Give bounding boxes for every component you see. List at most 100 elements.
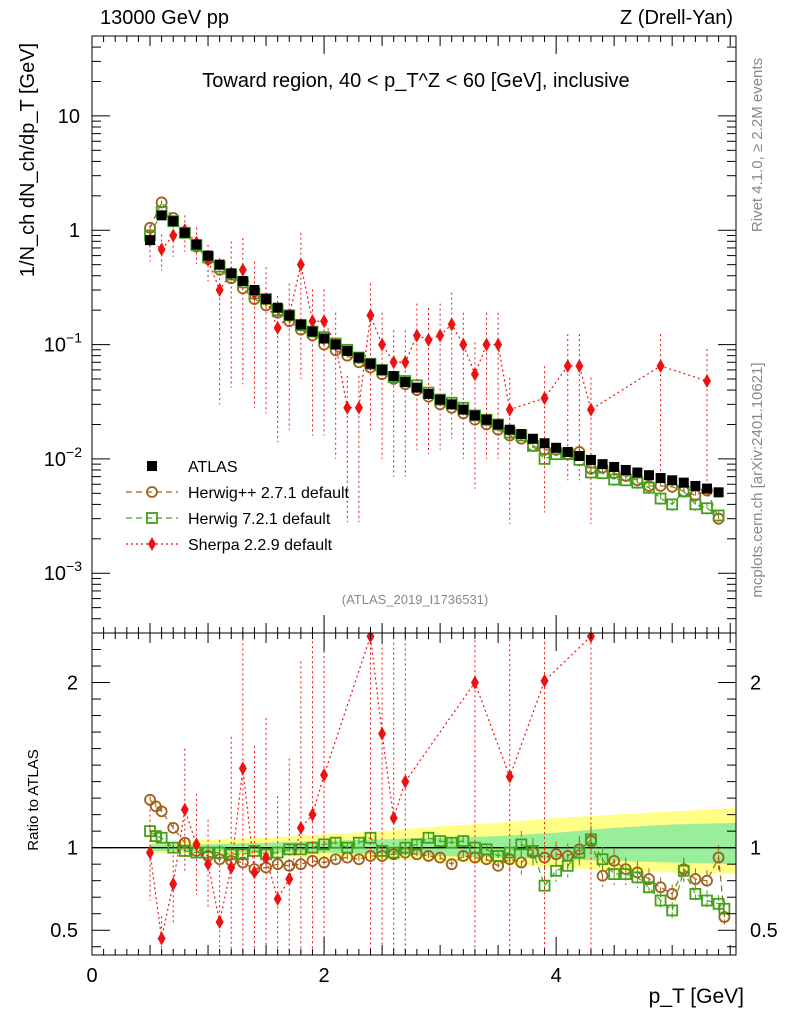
ratio-herwigpp-point: [712, 851, 725, 864]
main-atlas-point: [562, 446, 573, 457]
main-atlas-point: [458, 404, 469, 415]
main-atlas-point: [307, 326, 318, 337]
ratio-herwig7-point: [422, 831, 435, 844]
main-sherpa-point: [296, 257, 305, 272]
ratio-panel-frame: [91, 632, 737, 956]
main-atlas-point: [191, 239, 202, 250]
main-sherpa-point: [157, 242, 166, 257]
main-sherpa-point: [308, 314, 317, 329]
legend-marker-atlas: [147, 461, 157, 471]
ratio-herwigpp-point: [167, 821, 180, 834]
ratio-sherpa-point: [296, 820, 305, 835]
ratio-sherpa-point: [401, 774, 410, 789]
ratio-herwig7-point: [654, 894, 667, 907]
ratio-herwig7-point: [341, 841, 354, 854]
ratio-panel-axes: 0 2 4 0.5 0.5 1 1 2 2: [50, 632, 778, 987]
header-left-label: 13000 GeV pp: [100, 7, 229, 29]
y-tick-label: 10−1: [44, 330, 82, 357]
ratio-herwig7-point: [457, 835, 470, 847]
main-sherpa-point: [505, 402, 514, 417]
main-atlas-point: [446, 399, 457, 410]
ratio-herwigpp-point: [294, 858, 307, 871]
main-panel: 10−3 10−2 10−1 1 10 Toward region, 40 < p_T^…: [17, 35, 737, 634]
x-tick-label: 2: [319, 965, 330, 987]
main-atlas-point: [272, 302, 283, 313]
ratio-sherpa-point: [157, 931, 166, 946]
ratio-sherpa-point: [180, 802, 189, 817]
ratio-herwig7-point: [213, 846, 226, 859]
main-atlas-point: [493, 419, 504, 430]
main-herwig7-point: [608, 473, 621, 486]
main-panel-marks: [144, 196, 725, 526]
ratio-sherpa-point: [262, 850, 271, 865]
main-herwig7-point: [619, 474, 632, 487]
main-atlas-point: [342, 345, 353, 356]
main-atlas-point: [365, 358, 376, 369]
main-herwig7-point: [654, 492, 667, 505]
main-herwig7-point: [538, 452, 551, 465]
ratio-herwigpp-point: [515, 856, 528, 869]
main-atlas-point: [585, 454, 596, 465]
main-atlas-point: [435, 394, 446, 405]
x-tick-label: 4: [551, 965, 562, 987]
y-tick-label: 10−3: [44, 558, 82, 585]
main-atlas-point: [284, 310, 295, 321]
legend-marker-sherpa: [148, 537, 156, 551]
ratio-herwigpp-point: [271, 858, 284, 871]
main-herwig7-point: [712, 509, 725, 522]
ratio-herwigpp-point: [689, 873, 702, 885]
ratio-sherpa-point: [204, 857, 213, 872]
main-sherpa-point: [378, 337, 387, 352]
main-atlas-point: [226, 268, 237, 279]
main-atlas-point: [597, 459, 608, 470]
ratio-panel: 0 2 4 0.5 0.5 1 1 2 2 Ratio to ATLAS p_T [GeV]: [25, 632, 778, 1008]
main-herwigpp-point: [144, 221, 156, 234]
main-atlas-point: [539, 438, 550, 449]
ratio-herwig7-point: [677, 864, 690, 877]
ratio-y-tick-label: 2: [67, 673, 78, 695]
main-atlas-point: [214, 259, 225, 270]
main-sherpa-point: [494, 337, 503, 352]
ratio-sherpa-point: [227, 860, 236, 875]
ratio-y-tick-label: 0.5: [50, 920, 78, 942]
legend-label-herwigpp: Herwig++ 2.7.1 default: [188, 485, 350, 502]
main-panel-axes: 10−3 10−2 10−1 1 10: [44, 35, 736, 634]
main-sherpa-point: [389, 355, 398, 370]
main-sherpa-point: [470, 367, 479, 382]
legend-label-herwig7: Herwig 7.2.1 default: [188, 511, 331, 528]
main-sherpa-line: [149, 229, 708, 411]
main-atlas-point: [377, 364, 388, 375]
main-sherpa-point: [273, 320, 282, 335]
ratio-herwig7-point: [608, 868, 621, 880]
y-tick-label: 10−2: [44, 444, 82, 471]
ratio-sherpa-point: [169, 876, 178, 891]
ratio-herwig7-point: [352, 836, 365, 849]
ratio-herwig7-point: [167, 841, 180, 854]
ratio-herwig7-point: [619, 868, 632, 880]
main-atlas-point: [203, 250, 214, 261]
ratio-herwig7-point: [718, 902, 731, 915]
ratio-herwig7-point: [550, 864, 563, 877]
ratio-herwig7-point: [689, 888, 702, 900]
ratio-herwig7-point: [411, 838, 423, 851]
ratio-herwig7-point: [248, 845, 261, 857]
main-sherpa-point: [702, 374, 711, 389]
header-right-label: Z (Drell-Yan): [620, 7, 733, 29]
ratio-herwig7-point: [573, 846, 586, 859]
main-atlas-point: [609, 461, 620, 472]
ratio-herwig7-point: [155, 831, 168, 844]
ratio-herwig7-point: [596, 853, 609, 866]
ratio-herwig7-point: [631, 871, 644, 884]
main-atlas-point: [504, 424, 515, 435]
main-sherpa-point: [482, 337, 491, 352]
main-atlas-point: [353, 352, 364, 363]
ratio-herwig7-point: [318, 838, 330, 851]
ratio-herwigpp-point: [352, 853, 365, 866]
ratio-herwigpp-point: [364, 850, 377, 862]
main-atlas-point: [667, 475, 678, 486]
main-sherpa-point: [656, 358, 665, 373]
ratio-herwigpp-point: [666, 888, 679, 900]
main-sherpa-point: [169, 228, 178, 243]
ratio-herwig7-point: [376, 845, 388, 857]
main-herwig7-point: [689, 498, 702, 511]
